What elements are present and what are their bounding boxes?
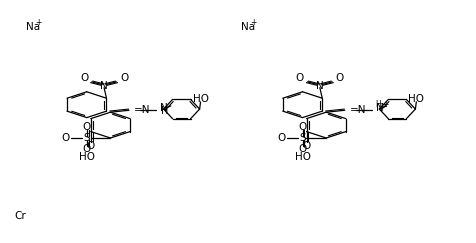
Text: H: H <box>160 106 168 116</box>
Text: O: O <box>298 144 306 154</box>
Text: O: O <box>302 141 310 151</box>
Text: HO: HO <box>192 94 208 104</box>
Text: O: O <box>335 73 343 83</box>
Text: O: O <box>277 133 285 143</box>
Text: O: O <box>298 122 306 132</box>
Text: O: O <box>82 144 91 154</box>
Text: S: S <box>83 133 90 143</box>
Text: HO: HO <box>79 152 95 162</box>
Text: O: O <box>82 122 91 132</box>
Text: =N: =N <box>133 105 150 115</box>
Text: Na: Na <box>240 22 255 32</box>
Text: N: N <box>159 103 167 113</box>
Text: O: O <box>295 73 303 83</box>
Text: N: N <box>100 81 108 91</box>
Text: O: O <box>119 73 128 83</box>
Text: O: O <box>61 133 69 143</box>
Text: O: O <box>80 73 88 83</box>
Text: H₂: H₂ <box>375 101 384 110</box>
Text: N: N <box>315 81 323 91</box>
Text: HO: HO <box>294 152 310 162</box>
Text: +: + <box>381 101 388 110</box>
Text: O: O <box>87 141 95 151</box>
Text: HO: HO <box>407 94 424 104</box>
Text: Na: Na <box>26 22 40 32</box>
Text: Cr: Cr <box>15 211 26 221</box>
Text: +: + <box>35 18 42 27</box>
Text: =N: =N <box>349 105 365 115</box>
Text: N: N <box>375 103 383 113</box>
Text: S: S <box>298 133 305 143</box>
Text: +: + <box>250 18 256 27</box>
